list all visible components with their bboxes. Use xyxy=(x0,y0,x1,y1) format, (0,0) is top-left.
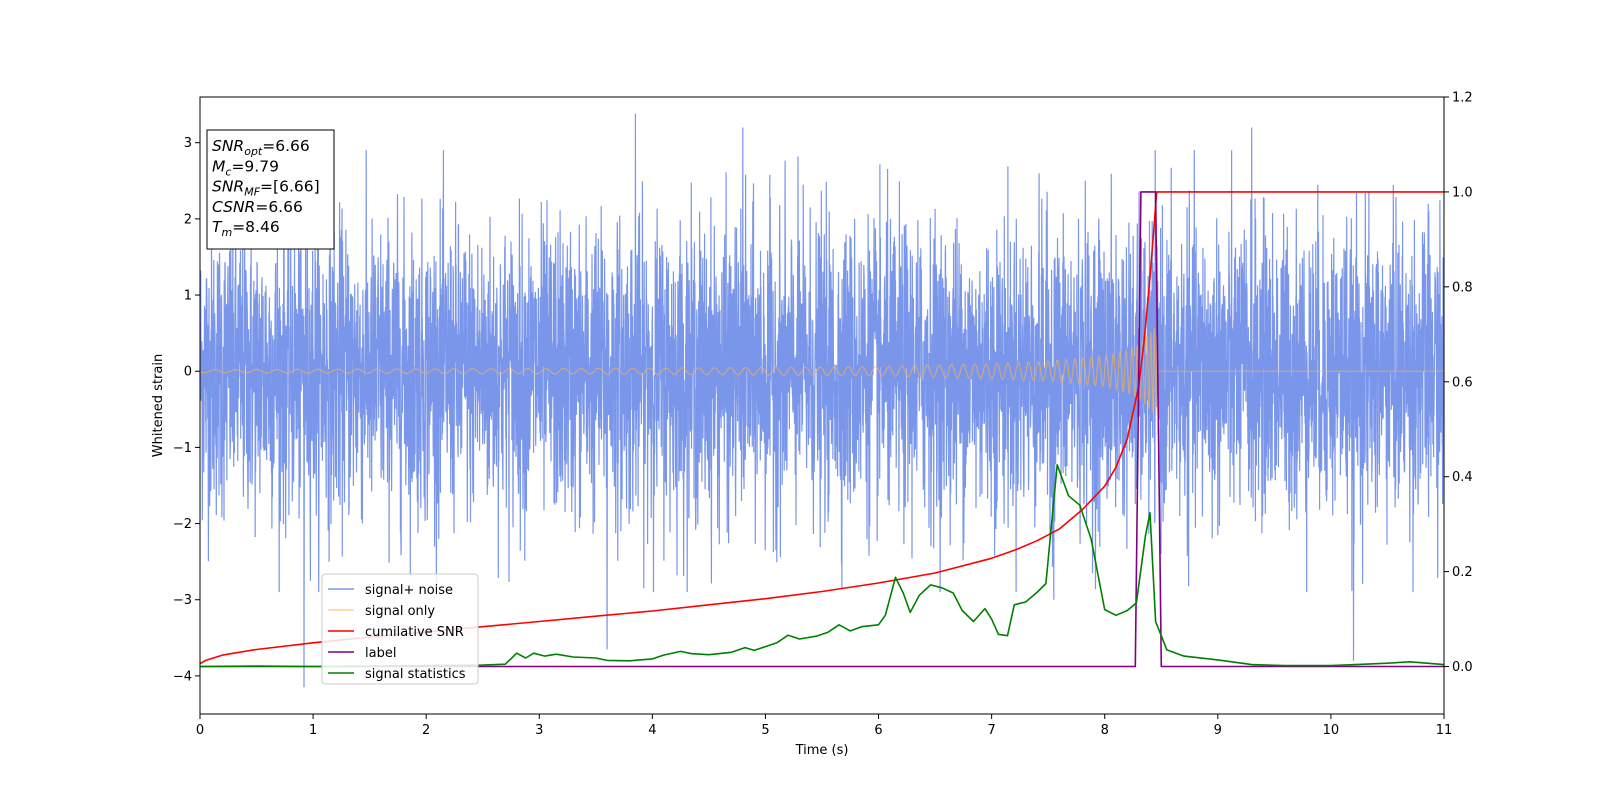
x-tick-label: 4 xyxy=(648,723,656,738)
x-tick-label: 10 xyxy=(1323,723,1340,738)
x-tick-label: 6 xyxy=(874,723,882,738)
annotation-line: Mc=9.79 xyxy=(212,157,279,178)
annotation-line: CSNR=6.66 xyxy=(212,198,303,216)
legend-label: label xyxy=(365,646,396,661)
x-tick-label: 9 xyxy=(1214,723,1222,738)
y2-tick-label: 0.4 xyxy=(1452,470,1473,485)
x-tick-label: 3 xyxy=(535,723,543,738)
annotation-line: SNRMF=[6.66] xyxy=(212,178,320,199)
y2-tick-label: 0.2 xyxy=(1452,565,1473,580)
x-tick-label: 1 xyxy=(309,723,317,738)
y-tick-label: 1 xyxy=(184,289,192,304)
x-tick-label: 0 xyxy=(196,723,204,738)
annotation-box-frame xyxy=(206,129,335,250)
x-tick-label: 8 xyxy=(1101,723,1109,738)
annotation-line: Tm=8.46 xyxy=(212,218,280,239)
y-tick-label: 3 xyxy=(184,136,192,151)
y-tick-label: 2 xyxy=(184,212,192,227)
y2-tick-label: 1.0 xyxy=(1452,185,1473,200)
series-line-signal-only xyxy=(200,328,1444,416)
y-tick-label: −4 xyxy=(173,669,192,684)
series-line-label xyxy=(200,191,1444,668)
legend-label: signal statistics xyxy=(365,667,466,682)
annotation-line: SNRopt=6.66 xyxy=(212,137,310,158)
x-tick-label: 7 xyxy=(987,723,995,738)
legend-frame xyxy=(321,573,479,685)
legend-label: signal only xyxy=(365,604,435,619)
y-tick-label: −3 xyxy=(173,593,192,608)
y-tick-label: −1 xyxy=(173,441,192,456)
series-line-signal-noise xyxy=(200,113,1444,688)
axes-frame xyxy=(199,96,1445,715)
y-axis-label: Whitened strain xyxy=(151,354,166,457)
y2-tick-label: 0.6 xyxy=(1452,375,1473,390)
legend: signal+ noise signal only cumilative SNR la… xyxy=(321,573,479,685)
series-line-signal-statistics xyxy=(200,464,1444,668)
y2-tick-label: 1.2 xyxy=(1452,91,1473,106)
x-tick-label: 2 xyxy=(422,723,430,738)
legend-label: signal+ noise xyxy=(365,583,453,598)
y-tick-label: −2 xyxy=(173,517,192,532)
legend-label: cumilative SNR xyxy=(365,625,464,640)
y2-tick-label: 0.8 xyxy=(1452,280,1473,295)
axis-ticks: 0 1 2 3 4 5 6 7 8 9 10 11 −4 −3 −2 −1 0 1 2 3 0.0 0.2 0.4 0.6 0.… xyxy=(173,91,1473,739)
x-axis-label: Time (s) xyxy=(795,743,849,758)
y-tick-label: 0 xyxy=(184,365,192,380)
y2-tick-label: 0.0 xyxy=(1452,660,1473,675)
x-tick-label: 5 xyxy=(761,723,769,738)
x-tick-label: 11 xyxy=(1436,723,1453,738)
